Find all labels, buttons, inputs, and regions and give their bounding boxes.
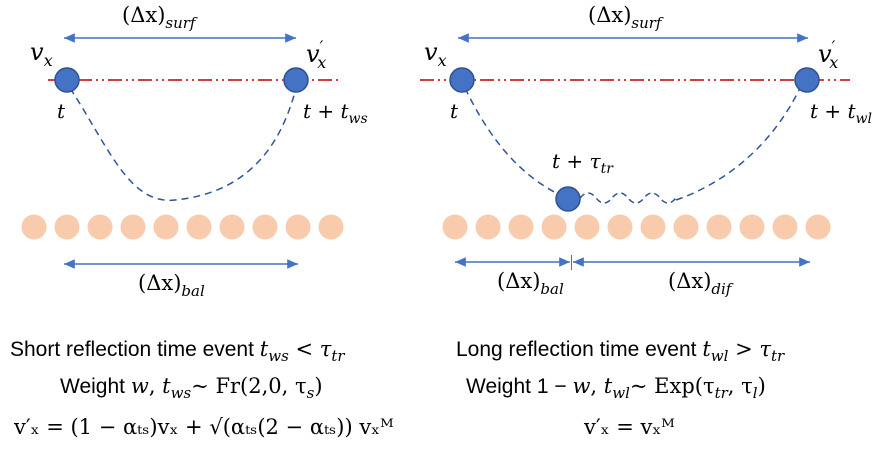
left-molecule-start bbox=[54, 67, 80, 93]
atom bbox=[607, 214, 633, 240]
left-trajectory bbox=[69, 87, 297, 201]
right-molecule-start bbox=[449, 67, 475, 93]
right-v-out-label: v′ x bbox=[818, 37, 838, 72]
right-trajectory-diffusion bbox=[579, 192, 677, 204]
atom bbox=[475, 214, 501, 240]
left-caption-weight: Weight w, tws~ Fr(2,0, τs) bbox=[60, 374, 323, 402]
right-molecule-end bbox=[794, 67, 820, 93]
left-v-in-label: vx bbox=[30, 38, 53, 70]
atom bbox=[739, 214, 765, 240]
atom bbox=[252, 214, 278, 240]
right-dx-dif-label: (Δx)dif bbox=[668, 269, 734, 298]
atom bbox=[805, 214, 831, 240]
atom bbox=[21, 214, 47, 240]
atom bbox=[508, 214, 534, 240]
atom bbox=[153, 214, 179, 240]
atom bbox=[219, 214, 245, 240]
right-caption-weight: Weight 1 − w, twl~ Exp(τtr, τl) bbox=[466, 374, 766, 402]
atom bbox=[706, 214, 732, 240]
right-t-start: t bbox=[450, 99, 459, 123]
atom bbox=[640, 214, 666, 240]
right-caption-title: Long reflection time event twl > τtr bbox=[456, 337, 785, 365]
left-caption-title: Short reflection time event tws < τtr bbox=[10, 337, 345, 365]
left-v-out-label: v′ x bbox=[306, 37, 326, 72]
left-dx-bal-label: (Δx)bal bbox=[138, 271, 205, 300]
right-dx-bal-label: (Δx)bal bbox=[497, 269, 564, 298]
atom bbox=[285, 214, 311, 240]
atom bbox=[673, 214, 699, 240]
left-molecule-end bbox=[283, 67, 309, 93]
right-panel: (Δx)surf vx v′ x t t + τtr t + twl bbox=[420, 3, 872, 298]
right-v-in-label: vx bbox=[424, 38, 447, 70]
left-t-end: t + tws bbox=[303, 99, 368, 127]
left-panel: (Δx)surf vx v′ x t t + tws (Δx)bal bbox=[21, 3, 368, 300]
right-surface-atoms bbox=[442, 214, 831, 240]
right-t-mid: t + τtr bbox=[552, 149, 614, 177]
right-trajectory-descent bbox=[464, 87, 561, 196]
atom bbox=[541, 214, 567, 240]
left-dx-surf-label: (Δx)surf bbox=[122, 3, 198, 32]
right-caption: Long reflection time event twl > τtr Wei… bbox=[456, 337, 785, 439]
right-trajectory-ascent bbox=[675, 87, 801, 201]
left-surface-atoms bbox=[21, 214, 344, 240]
atom bbox=[574, 214, 600, 240]
atom bbox=[87, 214, 113, 240]
right-dx-surf-label: (Δx)surf bbox=[588, 3, 664, 32]
atom bbox=[54, 214, 80, 240]
atom bbox=[442, 214, 468, 240]
left-caption: Short reflection time event tws < τtr We… bbox=[10, 337, 394, 439]
right-molecule-trapped bbox=[555, 186, 581, 212]
atom bbox=[318, 214, 344, 240]
atom bbox=[772, 214, 798, 240]
left-caption-equation: v′ₓ = (1 − αₜₛ)vₓ + √(αₜₛ(2 − αₜₛ)) vₓᴹ bbox=[13, 415, 394, 439]
atom bbox=[120, 214, 146, 240]
left-t-start: t bbox=[57, 99, 66, 123]
atom bbox=[186, 214, 212, 240]
right-t-end: t + twl bbox=[810, 99, 872, 127]
right-caption-equation: v′ₓ = vₓᴹ bbox=[583, 415, 675, 439]
